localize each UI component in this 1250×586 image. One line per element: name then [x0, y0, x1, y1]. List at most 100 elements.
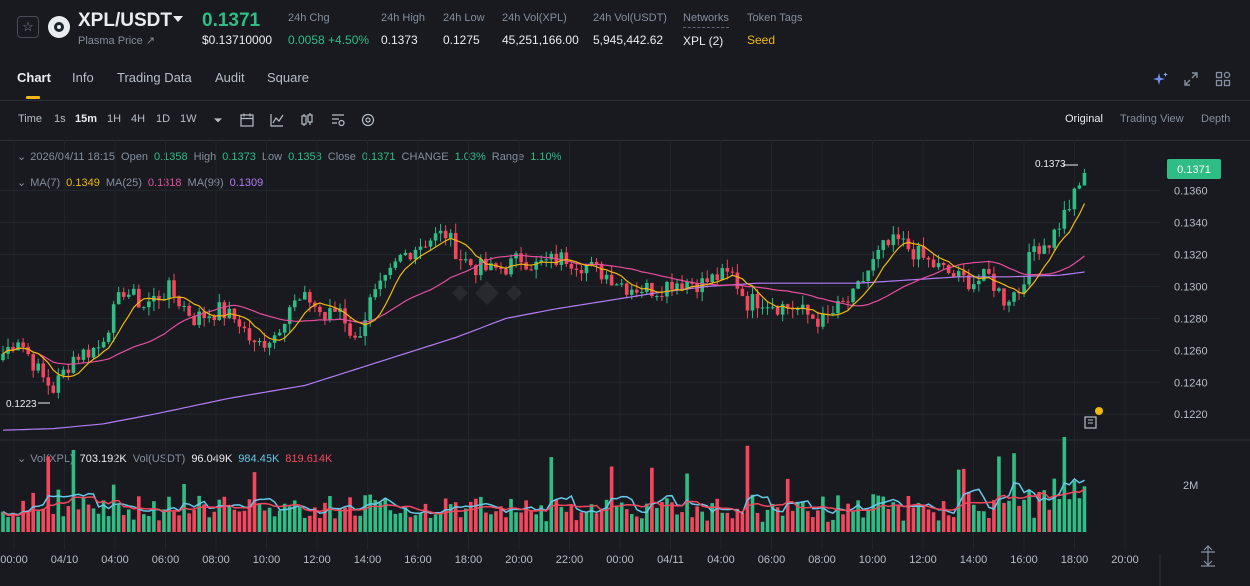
price-axis[interactable]: 0.1360 0.1340 0.1320 0.1300 0.1280 0.1260 0.12… — [1174, 186, 1208, 422]
ai-sparkle-icon[interactable] — [1153, 71, 1169, 87]
target-icon[interactable] — [360, 112, 376, 128]
candle-body — [308, 292, 312, 303]
candle-body — [157, 295, 161, 301]
volume-bar — [474, 498, 478, 532]
volume-bar — [645, 503, 649, 532]
interval-4h[interactable]: 4H — [131, 113, 146, 125]
candle-body — [640, 291, 644, 293]
volume-bar — [921, 504, 926, 532]
candle-body — [297, 299, 302, 301]
time-axis[interactable]: 00:00 04/10 04:00 06:00 08:00 10:00 12:00 14:00… — [0, 554, 1139, 566]
candle-body — [599, 263, 604, 280]
candle-body — [121, 292, 126, 297]
view-original[interactable]: Original — [1065, 113, 1103, 125]
volume-bar — [378, 502, 383, 532]
volume-bar — [831, 519, 835, 532]
candle-body — [1042, 245, 1047, 254]
interval-1h[interactable]: 1H — [107, 113, 122, 125]
chart-settings-icon[interactable] — [330, 112, 346, 128]
candle-body — [529, 269, 533, 271]
volume-bar — [277, 510, 282, 532]
volume-bar — [599, 508, 604, 532]
tab-square[interactable]: Square — [267, 70, 309, 85]
notification-dot-icon[interactable] — [1095, 407, 1103, 415]
volume-bar — [710, 503, 715, 532]
volume-bar — [403, 507, 408, 532]
volume-bar — [619, 502, 624, 532]
volume-bar — [1012, 453, 1016, 532]
candle-body — [770, 307, 775, 309]
candle-body — [167, 280, 171, 300]
volume-bar — [61, 516, 66, 532]
candle-body — [579, 269, 584, 274]
ma99-line — [2, 271, 1085, 431]
volume-bar — [96, 513, 101, 532]
favorite-star-icon[interactable]: ☆ — [17, 16, 39, 38]
volume-bar — [690, 517, 694, 532]
candle-body — [207, 316, 212, 319]
interval-1d[interactable]: 1D — [156, 113, 171, 125]
interval-1s[interactable]: 1s — [54, 113, 66, 125]
time-axis-tick: 04:00 — [101, 554, 129, 566]
candlestick-chart[interactable]: 0.1360 0.1340 0.1320 0.1300 0.1280 0.1260 0.12… — [0, 140, 1250, 586]
candle-body — [418, 246, 423, 250]
candle-body — [800, 304, 805, 310]
candle-body — [403, 252, 408, 255]
ma-collapse-icon[interactable]: ⌄ — [17, 177, 27, 189]
volume-bar — [41, 508, 46, 532]
pair-dropdown-icon[interactable] — [173, 16, 183, 22]
volume-bar — [987, 518, 991, 532]
volume-bar — [539, 505, 544, 532]
volume-bar — [886, 509, 891, 532]
volume-bar — [1072, 480, 1077, 532]
candle-body — [318, 306, 322, 313]
axis-scale-icon[interactable] — [1201, 545, 1215, 567]
layout-grid-icon[interactable] — [1215, 71, 1231, 87]
indicators-icon[interactable] — [269, 112, 285, 128]
tab-audit[interactable]: Audit — [215, 70, 245, 85]
volume-bar — [640, 518, 644, 532]
candle-style-icon[interactable] — [299, 112, 315, 128]
volume-bar — [197, 495, 201, 532]
volume-bar — [891, 502, 896, 532]
interval-1w[interactable]: 1W — [180, 113, 197, 125]
volume-bar — [650, 467, 654, 532]
volume-bar — [257, 503, 262, 532]
volume-bar — [876, 495, 881, 532]
plasma-price-link[interactable]: Plasma Price ↗ — [78, 35, 156, 47]
candle-body — [1067, 209, 1072, 211]
volume-bar — [353, 515, 357, 532]
view-trading-view[interactable]: Trading View — [1120, 113, 1184, 125]
view-depth[interactable]: Depth — [1201, 113, 1231, 125]
stat-networks[interactable]: Networks XPL (2) — [683, 12, 729, 48]
interval-dropdown-icon[interactable] — [210, 112, 226, 128]
volume-bar — [423, 503, 428, 532]
volume-bar — [604, 499, 609, 532]
tab-chart[interactable]: Chart — [17, 70, 51, 85]
interval-time[interactable]: Time — [18, 113, 43, 125]
volume-bar — [313, 507, 317, 532]
candle-body — [202, 311, 206, 319]
stat-24h-vol-usdt: 24h Vol(USDT) 5,945,442.62 — [593, 12, 667, 47]
legend-collapse-icon[interactable]: ⌄ — [17, 151, 27, 163]
volume-bar — [780, 515, 785, 532]
vol-collapse-icon[interactable]: ⌄ — [17, 453, 27, 465]
candle-body — [468, 259, 473, 266]
tab-info[interactable]: Info — [72, 70, 94, 85]
fullscreen-icon[interactable] — [1183, 71, 1199, 87]
event-flag-icon[interactable] — [1084, 416, 1097, 429]
volume-bar — [1, 511, 5, 532]
interval-15m[interactable]: 15m — [75, 113, 98, 125]
candle-body — [614, 284, 619, 286]
volume-bar — [785, 478, 790, 532]
candle-body — [232, 308, 237, 320]
pair-title[interactable]: XPL/USDT — [78, 10, 172, 31]
candle-body — [1, 353, 5, 361]
calendar-icon[interactable] — [239, 112, 255, 128]
candle-body — [51, 385, 56, 393]
volume-bar — [287, 506, 292, 532]
candle-body — [116, 292, 121, 305]
candle-body — [383, 275, 388, 281]
candle-body — [574, 268, 579, 270]
tab-trading-data[interactable]: Trading Data — [117, 70, 192, 85]
